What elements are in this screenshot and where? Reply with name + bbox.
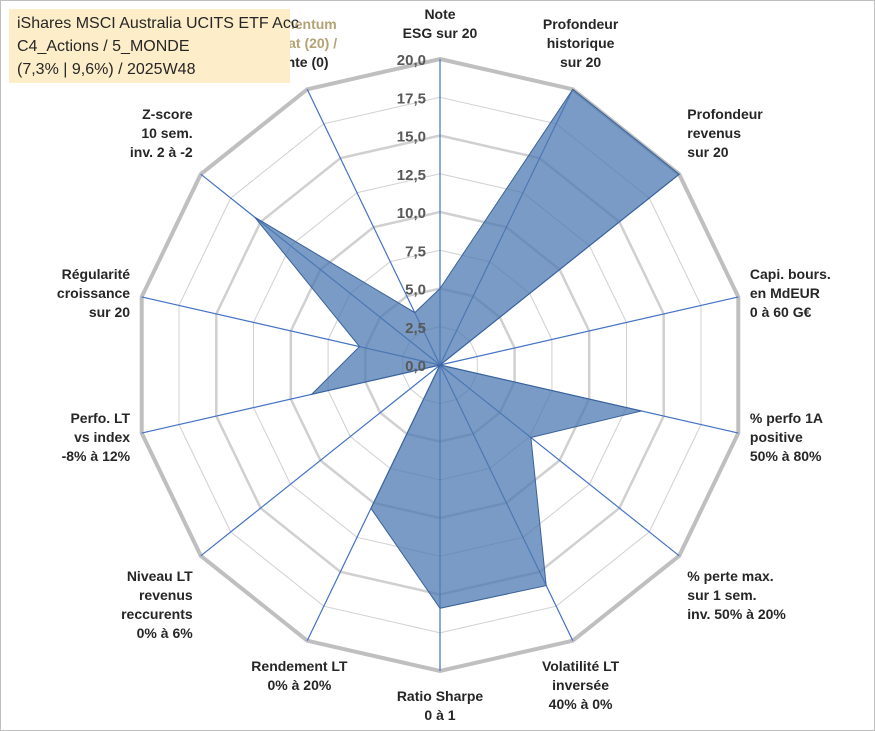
axis-label-line: Perfo. LT bbox=[70, 410, 130, 426]
axis-label-5: % perfo 1A positive 50% à 80% bbox=[750, 410, 823, 464]
axis-label-9: Rendement LT 0% à 20% bbox=[251, 658, 348, 693]
tick-label: 20,0 bbox=[397, 52, 426, 69]
axis-label-line: 0 à 1 bbox=[424, 707, 455, 723]
axis-label-line: sur 20 bbox=[560, 54, 601, 70]
fund-stats: (7,3% | 9,6%) / 2025W48 bbox=[17, 61, 196, 78]
axis-label-line: revenus bbox=[687, 125, 741, 141]
axis-label-12: Régularité croissance sur 20 bbox=[57, 266, 130, 320]
axis-label-11: Perfo. LT vs index -8% à 12% bbox=[62, 410, 131, 464]
axis-label-line: Régularité bbox=[62, 266, 131, 282]
axis-label-line: 0 à 60 G€ bbox=[750, 304, 812, 320]
axis-label-7: Volatilité LT inversée 40% à 0% bbox=[542, 658, 620, 712]
axis-label-13: Z-score 10 sem. inv. 2 à -2 bbox=[130, 106, 193, 160]
axis-label-line: Note bbox=[424, 6, 455, 22]
radial-tick-labels: 0,0 2,5 5,0 7,5 10,0 12,5 15,0 17,5 20,0 bbox=[397, 52, 426, 375]
axis-label-line: Profondeur bbox=[687, 106, 763, 122]
axis-label-line: % perfo 1A bbox=[750, 410, 823, 426]
axis-label-2: Profondeur historique sur 20 bbox=[543, 16, 619, 70]
axis-label-line: 0% à 6% bbox=[137, 625, 194, 641]
tick-label: 2,5 bbox=[405, 320, 426, 337]
axis-label-line: revenus bbox=[139, 587, 193, 603]
axis-label-line: Capi. bours. bbox=[750, 266, 831, 282]
tick-label: 15,0 bbox=[397, 129, 426, 146]
fund-category: C4_Actions / 5_MONDE bbox=[17, 38, 190, 55]
axis-label-line: sur 20 bbox=[687, 144, 728, 160]
axis-label-line: Ratio Sharpe bbox=[397, 688, 484, 704]
axis-label-line: historique bbox=[547, 35, 615, 51]
radar-series bbox=[254, 88, 681, 609]
axis-label-line: positive bbox=[750, 429, 803, 445]
tick-label: 5,0 bbox=[405, 282, 426, 299]
axis-label-line: Volatilité LT bbox=[542, 658, 620, 674]
axis-label-line: Profondeur bbox=[543, 16, 619, 32]
fund-info-box: iShares MSCI Australia UCITS ETF Acc C4_… bbox=[9, 9, 299, 83]
series-area bbox=[254, 88, 681, 609]
axis-label-line: croissance bbox=[57, 285, 130, 301]
axis-label-1: Note ESG sur 20 bbox=[403, 6, 478, 41]
tick-label: 12,5 bbox=[397, 167, 426, 184]
spoke-4 bbox=[439, 296, 739, 366]
axis-label-line: inv. 50% à 20% bbox=[687, 606, 786, 622]
axis-label-line: 10 sem. bbox=[141, 125, 192, 141]
axis-label-line: vs index bbox=[74, 429, 130, 445]
axis-label-line: en MdEUR bbox=[750, 285, 820, 301]
axis-label-line: Rendement LT bbox=[251, 658, 348, 674]
axis-label-line: 40% à 0% bbox=[549, 696, 613, 712]
axis-label-8: Ratio Sharpe 0 à 1 bbox=[397, 688, 484, 723]
axis-label-10: Niveau LT revenus reccurents 0% à 6% bbox=[121, 568, 193, 641]
axis-label-line: sur 1 sem. bbox=[687, 587, 756, 603]
tick-label: 7,5 bbox=[405, 243, 426, 260]
fund-name: iShares MSCI Australia UCITS ETF Acc bbox=[17, 15, 299, 32]
axis-label-line: -8% à 12% bbox=[62, 448, 131, 464]
tick-label: 17,5 bbox=[397, 90, 426, 107]
axis-label-line: sur 20 bbox=[89, 304, 130, 320]
axis-label-line: Niveau LT bbox=[127, 568, 193, 584]
tick-label: 0,0 bbox=[405, 358, 426, 375]
axis-label-line: 0% à 20% bbox=[267, 677, 331, 693]
axis-label-4: Capi. bours. en MdEUR 0 à 60 G€ bbox=[750, 266, 831, 320]
tick-label: 10,0 bbox=[397, 205, 426, 222]
spoke-10 bbox=[200, 364, 441, 557]
axis-label-line: reccurents bbox=[121, 606, 193, 622]
axis-label-line: % perte max. bbox=[687, 568, 773, 584]
axis-label-3: Profondeur revenus sur 20 bbox=[687, 106, 763, 160]
axis-label-line: inv. 2 à -2 bbox=[130, 144, 193, 160]
axis-label-line: ESG sur 20 bbox=[403, 25, 478, 41]
axis-label-line: 50% à 80% bbox=[750, 448, 822, 464]
axis-label-line: Z-score bbox=[142, 106, 193, 122]
axis-label-line: inversée bbox=[552, 677, 609, 693]
axis-label-6: % perte max. sur 1 sem. inv. 50% à 20% bbox=[687, 568, 786, 622]
